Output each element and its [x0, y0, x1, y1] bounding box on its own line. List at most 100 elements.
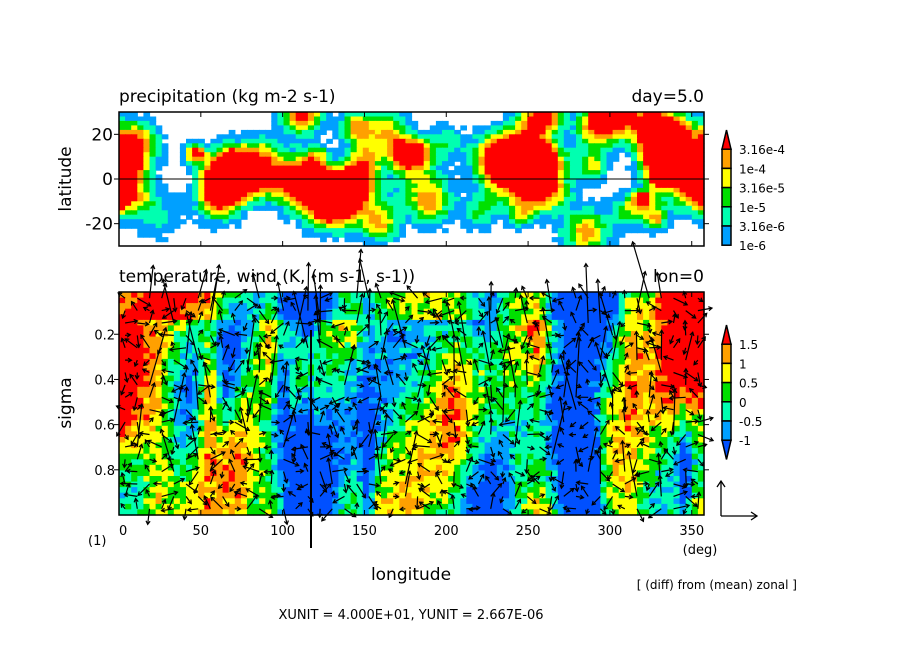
precipitation-cell — [552, 179, 559, 184]
precipitation-cell — [131, 117, 138, 122]
precipitation-cell — [320, 237, 327, 242]
precipitation-cell — [613, 125, 620, 130]
temperature-cell — [460, 387, 467, 393]
temperature-cell — [430, 353, 437, 359]
precipitation-cell — [217, 224, 224, 229]
precipitation-cell — [393, 206, 400, 211]
precipitation-cell — [229, 161, 236, 166]
temperature-cell — [661, 365, 668, 371]
precipitation-cell — [265, 139, 272, 144]
precipitation-cell — [540, 184, 547, 189]
temperature-cell — [332, 415, 339, 421]
precipitation-cell — [162, 161, 169, 166]
temperature-cell — [600, 320, 607, 326]
precipitation-cell — [296, 117, 303, 122]
precipitation-cell — [460, 152, 467, 157]
precipitation-cell — [345, 152, 352, 157]
precipitation-cell — [448, 148, 455, 153]
precipitation-cell — [588, 134, 595, 139]
temperature-cell — [125, 298, 132, 304]
precipitation-cell — [180, 192, 187, 197]
precipitation-cell — [448, 210, 455, 215]
precipitation-cell — [265, 130, 272, 135]
precipitation-cell — [497, 210, 504, 215]
precipitation-cell — [509, 148, 516, 153]
precipitation-cell — [119, 143, 126, 148]
precipitation-cell — [430, 148, 437, 153]
precipitation-cell — [143, 228, 150, 233]
precipitation-cell — [509, 179, 516, 184]
precipitation-cell — [497, 125, 504, 130]
temperature-cell — [613, 420, 620, 426]
temperature-cell — [150, 426, 157, 432]
precipitation-cell — [594, 184, 601, 189]
precipitation-cell — [692, 134, 699, 139]
temperature-cell — [533, 426, 540, 432]
precipitation-cell — [594, 161, 601, 166]
precipitation-cell — [503, 121, 510, 126]
precipitation-cell — [576, 237, 583, 242]
precipitation-cell — [552, 206, 559, 211]
precipitation-cell — [479, 166, 486, 171]
temperature-cell — [125, 409, 132, 415]
precipitation-cell — [143, 125, 150, 130]
precipitation-cell — [210, 188, 217, 193]
temperature-cell — [345, 298, 352, 304]
temperature-cell — [131, 325, 138, 331]
precipitation-cell — [625, 121, 632, 126]
precipitation-cell — [119, 184, 126, 189]
temperature-cell — [156, 365, 163, 371]
precipitation-cell — [393, 139, 400, 144]
precipitation-cell — [424, 166, 431, 171]
precipitation-cell — [229, 219, 236, 224]
precipitation-cell — [180, 201, 187, 206]
precipitation-cell — [509, 157, 516, 162]
precipitation-cell — [637, 219, 644, 224]
precipitation-cell — [247, 197, 254, 202]
precipitation-cell — [625, 188, 632, 193]
temperature-cell — [351, 320, 358, 326]
precipitation-cell — [649, 197, 656, 202]
precipitation-cell — [345, 130, 352, 135]
temperature-cell — [472, 342, 479, 348]
precipitation-cell — [570, 143, 577, 148]
precipitation-cell — [466, 184, 473, 189]
precipitation-cell — [314, 206, 321, 211]
precipitation-cell — [192, 157, 199, 162]
precipitation-cell — [460, 148, 467, 153]
temperature-cell — [204, 348, 211, 354]
precipitation-cell — [405, 192, 412, 197]
precipitation-cell — [619, 112, 626, 117]
precipitation-cell — [204, 215, 211, 220]
precipitation-cell — [405, 179, 412, 184]
temperature-cell — [332, 303, 339, 309]
precipitation-cell — [521, 117, 528, 122]
precipitation-cell — [527, 170, 534, 175]
precipitation-cell — [558, 139, 565, 144]
temperature-cell — [625, 325, 632, 331]
precipitation-cell — [424, 206, 431, 211]
temperature-cell — [600, 392, 607, 398]
precipitation-cell — [387, 121, 394, 126]
temperature-cell — [613, 415, 620, 421]
temperature-cell — [156, 420, 163, 426]
precipitation-cell — [430, 157, 437, 162]
precipitation-cell — [503, 219, 510, 224]
precipitation-cell — [436, 143, 443, 148]
precipitation-cell — [479, 210, 486, 215]
precipitation-cell — [564, 179, 571, 184]
temperature-cell — [680, 398, 687, 404]
temperature-cell — [357, 348, 364, 354]
precipitation-cell — [613, 197, 620, 202]
temperature-cell — [619, 353, 626, 359]
temperature-cell — [210, 398, 217, 404]
precipitation-cell — [150, 228, 157, 233]
precipitation-cell — [387, 197, 394, 202]
temperature-cell — [509, 404, 516, 410]
precipitation-cell — [119, 148, 126, 153]
precipitation-cell — [527, 157, 534, 162]
precipitation-cell — [143, 210, 150, 215]
temperature-cell — [204, 331, 211, 337]
precipitation-cell — [649, 179, 656, 184]
temperature-cell — [588, 292, 595, 298]
